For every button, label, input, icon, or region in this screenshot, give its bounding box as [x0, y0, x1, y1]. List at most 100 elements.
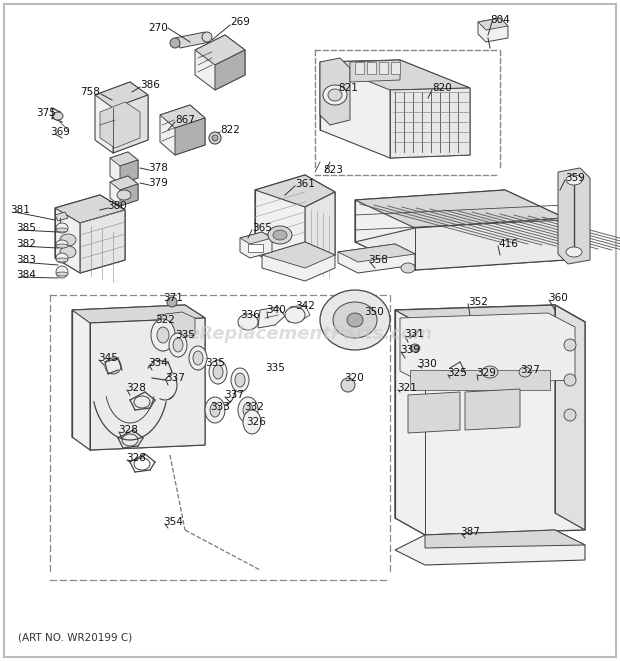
- Text: 335: 335: [205, 358, 225, 368]
- Ellipse shape: [157, 327, 169, 343]
- Ellipse shape: [235, 373, 245, 387]
- Text: 375: 375: [36, 108, 56, 118]
- Ellipse shape: [56, 244, 68, 248]
- Polygon shape: [558, 168, 590, 264]
- Bar: [248, 244, 263, 252]
- Text: 322: 322: [155, 315, 175, 325]
- Text: 758: 758: [80, 87, 100, 97]
- Text: 371: 371: [163, 293, 183, 303]
- Polygon shape: [400, 313, 575, 385]
- Text: 337: 337: [165, 373, 185, 383]
- Text: 342: 342: [295, 301, 315, 311]
- Text: 350: 350: [364, 307, 384, 317]
- Ellipse shape: [170, 38, 180, 48]
- Text: 822: 822: [220, 125, 240, 135]
- Ellipse shape: [167, 297, 177, 307]
- Polygon shape: [355, 218, 565, 270]
- Ellipse shape: [56, 272, 68, 276]
- Text: 333: 333: [210, 402, 230, 412]
- Text: eReplacementParts.com: eReplacementParts.com: [187, 325, 433, 343]
- Ellipse shape: [60, 246, 76, 258]
- Text: 383: 383: [16, 255, 36, 265]
- Text: 361: 361: [295, 179, 315, 189]
- Polygon shape: [72, 305, 205, 450]
- Polygon shape: [395, 530, 585, 565]
- Polygon shape: [255, 175, 335, 270]
- Bar: [379, 62, 388, 74]
- Polygon shape: [113, 95, 148, 153]
- Ellipse shape: [202, 32, 212, 42]
- Polygon shape: [120, 184, 138, 206]
- Text: 380: 380: [107, 201, 126, 211]
- Polygon shape: [320, 60, 470, 158]
- Polygon shape: [350, 60, 400, 82]
- Bar: [355, 62, 364, 74]
- Text: 379: 379: [148, 178, 168, 188]
- Polygon shape: [288, 305, 310, 322]
- Polygon shape: [100, 102, 140, 148]
- Polygon shape: [425, 530, 585, 548]
- Ellipse shape: [566, 175, 582, 185]
- Polygon shape: [390, 88, 470, 158]
- Ellipse shape: [193, 351, 203, 365]
- Text: 270: 270: [148, 23, 168, 33]
- Text: 384: 384: [16, 270, 36, 280]
- Text: 328: 328: [126, 383, 146, 393]
- Ellipse shape: [56, 258, 68, 262]
- Polygon shape: [395, 305, 585, 535]
- Ellipse shape: [323, 85, 347, 105]
- Ellipse shape: [169, 333, 187, 357]
- Ellipse shape: [401, 263, 415, 273]
- Ellipse shape: [56, 266, 68, 278]
- Text: 365: 365: [252, 223, 272, 233]
- Text: 359: 359: [565, 173, 585, 183]
- Polygon shape: [90, 318, 205, 450]
- Polygon shape: [120, 160, 138, 184]
- Polygon shape: [110, 176, 138, 206]
- Text: 331: 331: [404, 329, 424, 339]
- Polygon shape: [355, 190, 565, 228]
- Polygon shape: [175, 32, 210, 48]
- Polygon shape: [95, 82, 148, 108]
- Text: (ART NO. WR20199 C): (ART NO. WR20199 C): [18, 633, 132, 643]
- Polygon shape: [95, 82, 148, 153]
- Polygon shape: [258, 307, 285, 328]
- Ellipse shape: [243, 403, 253, 417]
- Text: 328: 328: [118, 425, 138, 435]
- Ellipse shape: [341, 378, 355, 392]
- Text: 382: 382: [16, 239, 36, 249]
- Text: 321: 321: [397, 383, 417, 393]
- Polygon shape: [110, 152, 138, 166]
- Ellipse shape: [333, 302, 377, 338]
- Text: 325: 325: [447, 368, 467, 378]
- Ellipse shape: [564, 409, 576, 421]
- Polygon shape: [555, 305, 585, 530]
- Polygon shape: [478, 18, 508, 30]
- Text: 823: 823: [323, 165, 343, 175]
- Text: 387: 387: [460, 527, 480, 537]
- Ellipse shape: [56, 223, 68, 233]
- Text: 352: 352: [468, 297, 488, 307]
- Polygon shape: [478, 18, 508, 42]
- Polygon shape: [175, 118, 205, 155]
- Text: 337: 337: [224, 390, 244, 400]
- Polygon shape: [320, 60, 470, 90]
- Text: 340: 340: [266, 305, 286, 315]
- Text: 329: 329: [476, 368, 496, 378]
- Polygon shape: [195, 35, 245, 65]
- Ellipse shape: [320, 290, 390, 350]
- Ellipse shape: [566, 247, 582, 257]
- Polygon shape: [320, 58, 350, 125]
- Ellipse shape: [268, 226, 292, 244]
- Ellipse shape: [212, 135, 218, 141]
- Text: 327: 327: [520, 365, 540, 375]
- Text: 330: 330: [417, 359, 436, 369]
- Text: 369: 369: [50, 127, 70, 137]
- Polygon shape: [110, 152, 138, 184]
- Text: 335: 335: [175, 330, 195, 340]
- Text: 339: 339: [400, 345, 420, 355]
- Text: 360: 360: [548, 293, 568, 303]
- Text: 381: 381: [10, 205, 30, 215]
- Ellipse shape: [519, 367, 531, 377]
- Ellipse shape: [53, 112, 63, 120]
